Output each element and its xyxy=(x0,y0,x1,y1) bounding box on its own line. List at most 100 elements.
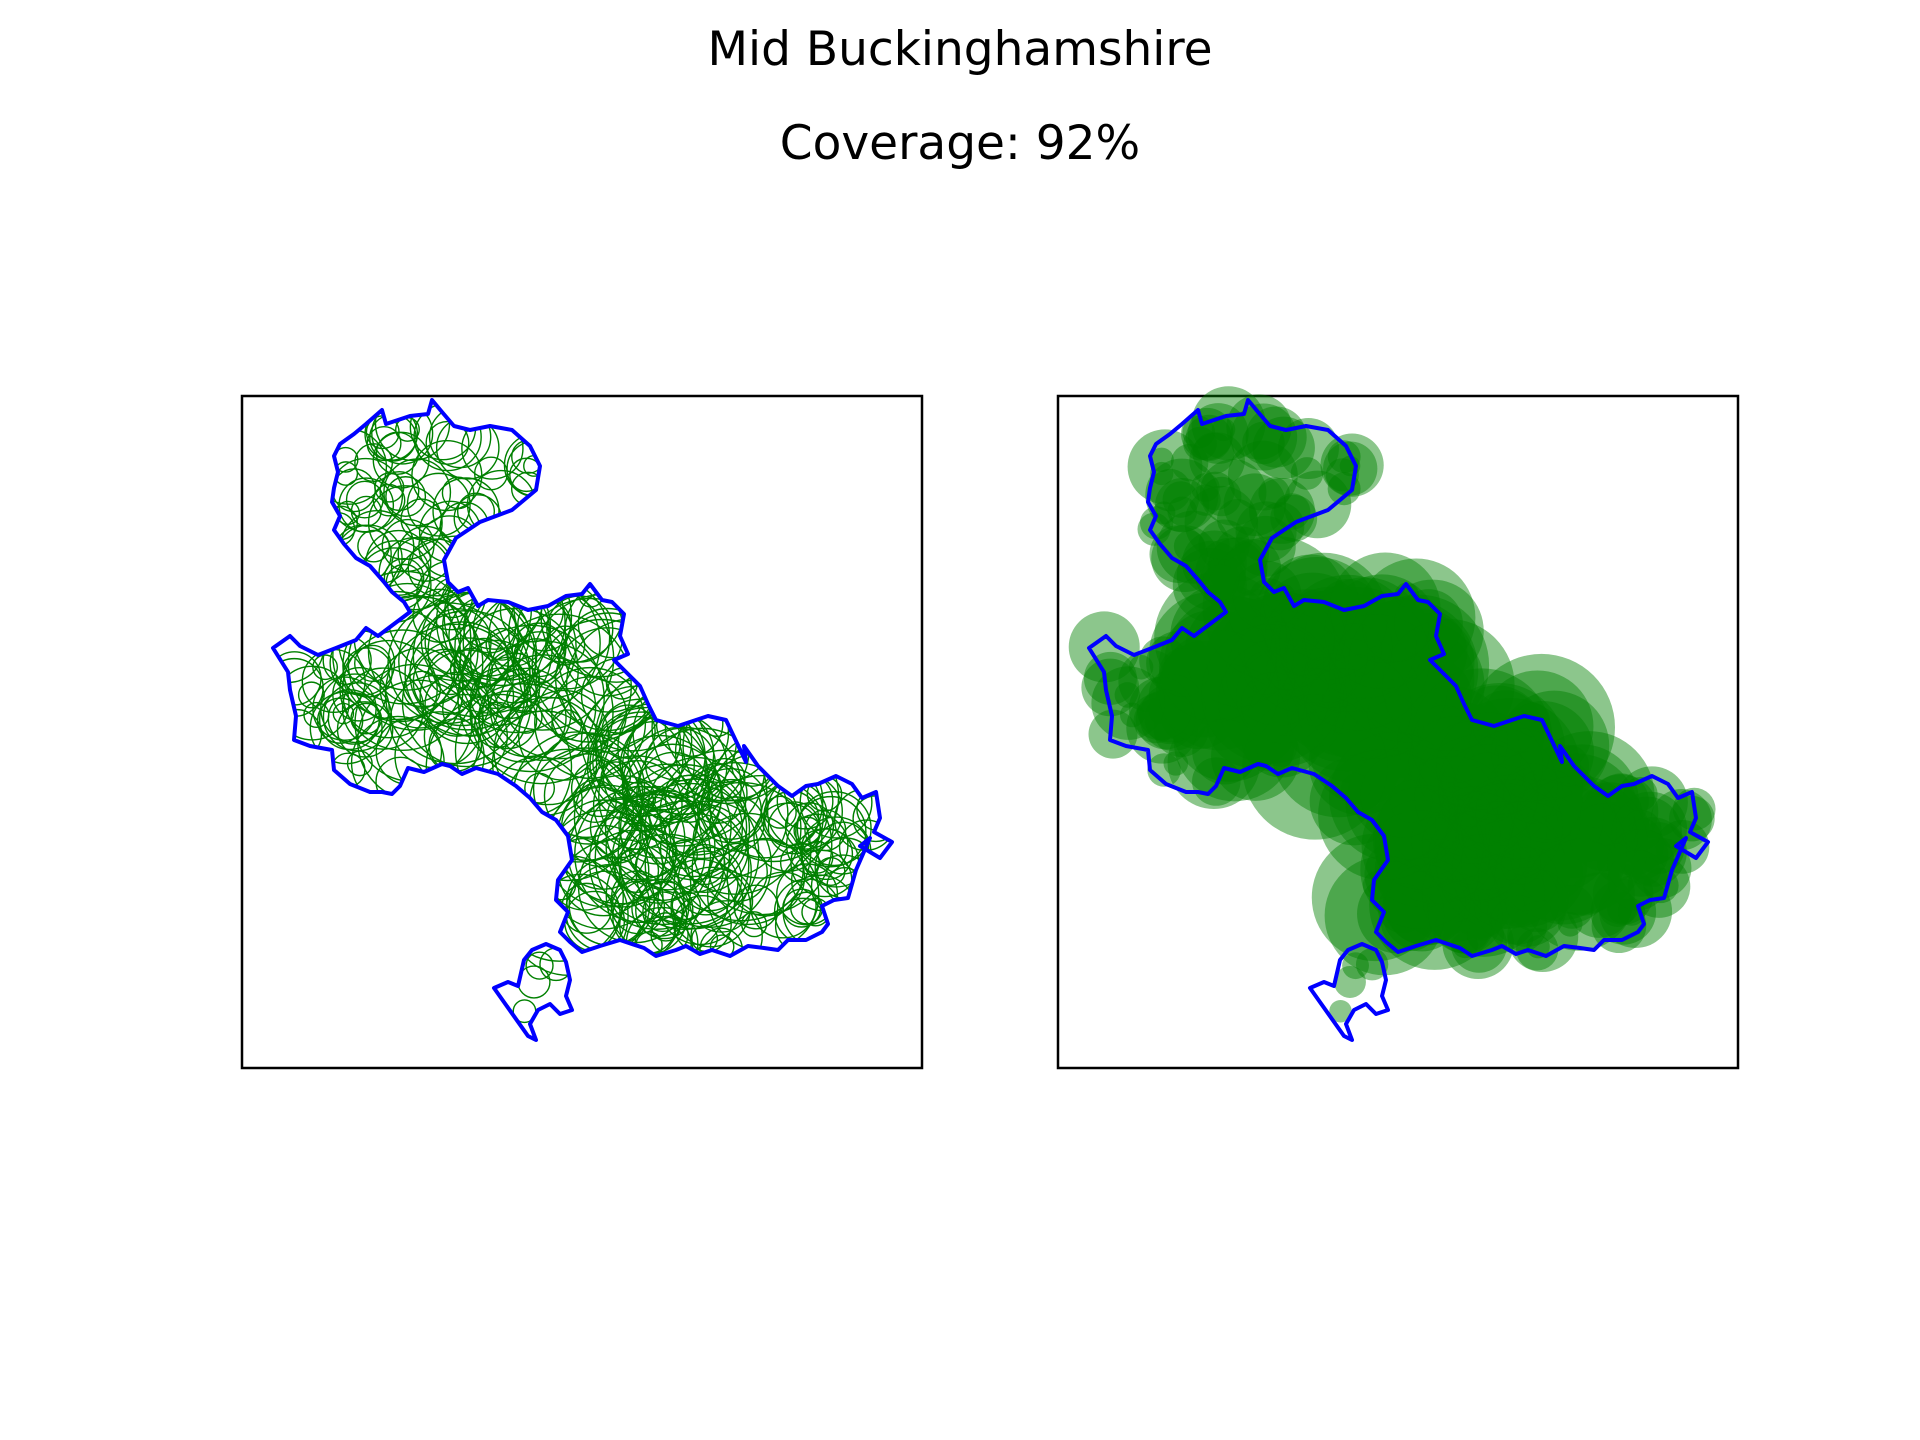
coverage-circle-filled xyxy=(1221,610,1347,736)
coverage-circle-filled xyxy=(1202,535,1348,681)
coverage-circle-filled xyxy=(1508,813,1620,925)
coverage-circle-filled xyxy=(1245,718,1298,772)
coverage-circle-filled xyxy=(1349,732,1461,845)
right-circle-group xyxy=(1068,386,1716,1023)
coverage-circle-filled xyxy=(1258,572,1367,681)
coverage-circle-filled xyxy=(1431,848,1475,893)
coverage-circle-filled xyxy=(1387,760,1444,817)
coverage-circle-filled xyxy=(1543,838,1621,916)
coverage-circle-filled xyxy=(1507,900,1579,973)
coverage-circle-filled xyxy=(1139,506,1174,540)
coverage-circle-filled xyxy=(1244,589,1368,714)
coverage-circle-filled xyxy=(1237,592,1335,690)
coverage-circle-filled xyxy=(1173,530,1206,562)
coverage-circle-filled xyxy=(1189,432,1245,488)
coverage-circle-filled xyxy=(1361,626,1401,666)
chart-title: Mid Buckinghamshire xyxy=(707,22,1213,77)
coverage-circle-filled xyxy=(1162,481,1200,518)
coverage-circle-filled xyxy=(1596,843,1636,882)
coverage-circle-outline xyxy=(621,726,742,847)
coverage-circle-filled xyxy=(1241,608,1307,675)
coverage-circle-filled xyxy=(1311,833,1440,962)
coverage-circle-filled xyxy=(1451,881,1509,939)
coverage-circle-outline xyxy=(598,734,722,859)
coverage-circle-outline xyxy=(273,651,322,706)
coverage-circle-outline xyxy=(453,607,579,734)
coverage-circle-filled xyxy=(1190,473,1220,502)
coverage-circle-filled xyxy=(1172,547,1247,623)
coverage-circle-filled xyxy=(1409,760,1499,850)
coverage-circle-filled xyxy=(1224,539,1281,596)
coverage-circle-outline xyxy=(657,858,744,946)
coverage-circle-filled xyxy=(1411,817,1458,863)
coverage-circle-filled xyxy=(1150,461,1174,486)
coverage-circle-outline xyxy=(651,912,681,942)
coverage-circle-filled xyxy=(1371,627,1475,731)
coverage-circle-filled xyxy=(1185,414,1233,462)
coverage-circle-filled xyxy=(1525,843,1584,902)
coverage-circle-filled xyxy=(1144,692,1196,745)
coverage-circle-filled xyxy=(1458,891,1499,932)
coverage-circle-filled xyxy=(1406,797,1467,858)
coverage-circle-filled xyxy=(1580,796,1613,829)
coverage-circle-filled xyxy=(1452,728,1583,859)
coverage-circle-filled xyxy=(1633,857,1661,886)
coverage-circle-filled xyxy=(1286,587,1430,731)
coverage-circle-filled xyxy=(1206,675,1299,768)
coverage-circle-filled xyxy=(1444,710,1530,797)
coverage-circle-outline xyxy=(686,762,748,824)
coverage-circle-filled xyxy=(1258,680,1314,737)
coverage-circle-filled xyxy=(1068,611,1140,683)
coverage-circle-filled xyxy=(1198,519,1250,572)
coverage-circle-filled xyxy=(1417,761,1447,792)
coverage-circle-filled xyxy=(1322,683,1352,713)
coverage-circle-filled xyxy=(1152,501,1176,525)
coverage-circle-filled xyxy=(1617,828,1669,880)
coverage-circle-filled xyxy=(1421,764,1548,890)
coverage-circle-filled xyxy=(1452,932,1479,959)
coverage-circle-outline xyxy=(763,795,797,829)
coverage-circle-filled xyxy=(1323,441,1378,496)
coverage-circle-outline xyxy=(383,557,425,599)
coverage-circle-filled xyxy=(1476,804,1565,893)
coverage-circle-filled xyxy=(1435,786,1513,864)
coverage-circle-filled xyxy=(1488,891,1517,920)
coverage-circle-filled xyxy=(1606,892,1639,924)
coverage-circle-filled xyxy=(1487,867,1567,947)
coverage-circle-outline xyxy=(709,796,765,852)
coverage-circle-filled xyxy=(1460,779,1559,877)
coverage-circle-filled xyxy=(1526,797,1581,852)
coverage-circle-filled xyxy=(1201,624,1341,764)
coverage-circle-filled xyxy=(1599,875,1673,948)
coverage-circle-outline xyxy=(409,621,515,727)
coverage-circle-filled xyxy=(1118,649,1182,713)
coverage-circle-filled xyxy=(1436,712,1543,820)
coverage-circle-filled xyxy=(1204,602,1325,724)
coverage-circle-outline xyxy=(640,774,748,881)
coverage-circle-filled xyxy=(1187,403,1249,464)
coverage-circle-filled xyxy=(1200,558,1240,598)
coverage-circle-filled xyxy=(1173,680,1295,802)
coverage-circle-filled xyxy=(1514,753,1640,879)
coverage-circle-filled xyxy=(1390,755,1515,880)
coverage-subtitle: Coverage: 92% xyxy=(779,116,1141,171)
left-circle-group xyxy=(273,400,892,1024)
coverage-circle-filled xyxy=(1290,702,1336,748)
coverage-circle-filled xyxy=(1148,667,1203,721)
coverage-circle-filled xyxy=(1490,851,1554,915)
coverage-circle-filled xyxy=(1329,631,1381,683)
coverage-circle-filled xyxy=(1229,593,1353,717)
coverage-circle-filled xyxy=(1442,907,1514,980)
coverage-circle-filled xyxy=(1394,830,1507,943)
coverage-circle-filled xyxy=(1364,838,1436,911)
coverage-circle-outline xyxy=(474,701,521,749)
right-panel-frame xyxy=(1056,394,1740,1070)
coverage-circle-filled xyxy=(1577,782,1643,848)
coverage-circle-filled xyxy=(1158,629,1279,751)
coverage-circle-filled xyxy=(1232,561,1302,630)
coverage-circle-filled xyxy=(1454,752,1525,823)
coverage-circle-filled xyxy=(1171,664,1289,782)
coverage-circle-filled xyxy=(1286,640,1430,784)
coverage-circle-filled xyxy=(1218,637,1348,767)
coverage-circle-filled xyxy=(1411,790,1546,925)
